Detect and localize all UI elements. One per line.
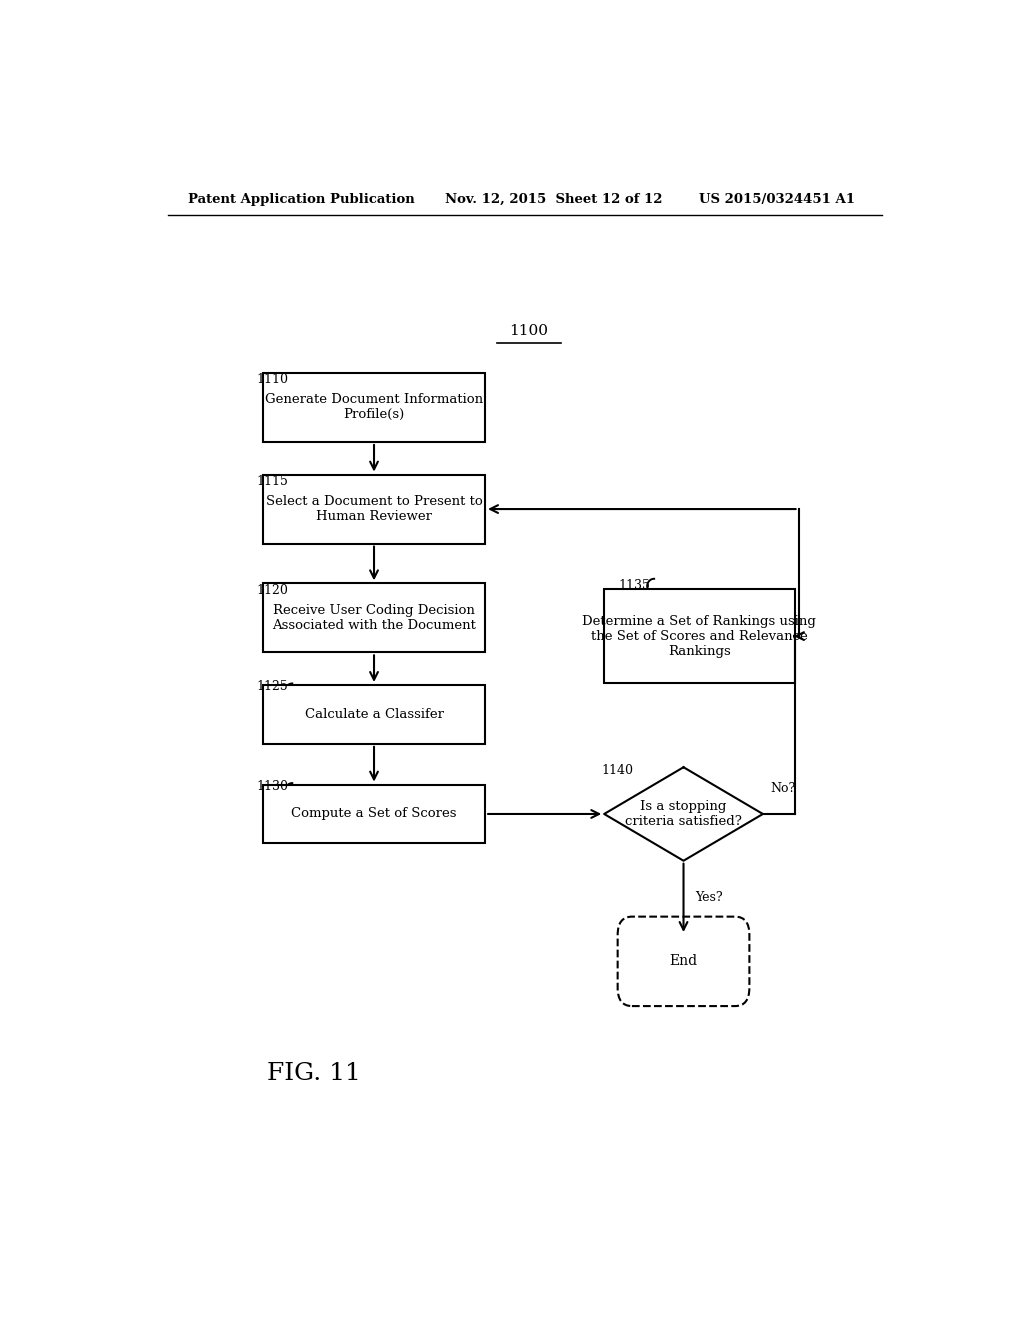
- Text: Compute a Set of Scores: Compute a Set of Scores: [291, 808, 457, 821]
- FancyBboxPatch shape: [604, 589, 795, 682]
- FancyBboxPatch shape: [263, 474, 485, 544]
- Text: US 2015/0324451 A1: US 2015/0324451 A1: [699, 193, 855, 206]
- Text: Nov. 12, 2015  Sheet 12 of 12: Nov. 12, 2015 Sheet 12 of 12: [445, 193, 663, 206]
- FancyBboxPatch shape: [263, 784, 485, 843]
- Text: Calculate a Classifer: Calculate a Classifer: [304, 708, 443, 721]
- Text: 1115: 1115: [257, 475, 289, 488]
- Text: 1130: 1130: [257, 780, 289, 793]
- Text: 1120: 1120: [257, 583, 289, 597]
- Text: Determine a Set of Rankings using
the Set of Scores and Relevance
Rankings: Determine a Set of Rankings using the Se…: [583, 615, 816, 657]
- FancyBboxPatch shape: [263, 372, 485, 442]
- FancyBboxPatch shape: [617, 916, 750, 1006]
- Text: Generate Document Information
Profile(s): Generate Document Information Profile(s): [265, 393, 483, 421]
- Text: No?: No?: [771, 781, 796, 795]
- Text: Yes?: Yes?: [695, 891, 723, 904]
- Text: Receive User Coding Decision
Associated with the Document: Receive User Coding Decision Associated …: [272, 603, 476, 632]
- Text: 1125: 1125: [257, 680, 289, 693]
- Polygon shape: [604, 767, 763, 861]
- Text: End: End: [670, 954, 697, 969]
- Text: Is a stopping
criteria satisfied?: Is a stopping criteria satisfied?: [625, 800, 742, 828]
- Text: Patent Application Publication: Patent Application Publication: [187, 193, 415, 206]
- Text: 1110: 1110: [257, 374, 289, 387]
- Text: 1135: 1135: [618, 578, 650, 591]
- Text: 1140: 1140: [602, 764, 634, 776]
- Text: FIG. 11: FIG. 11: [267, 1061, 360, 1085]
- Text: 1100: 1100: [509, 325, 548, 338]
- Text: Select a Document to Present to
Human Reviewer: Select a Document to Present to Human Re…: [265, 495, 482, 523]
- FancyBboxPatch shape: [263, 583, 485, 652]
- FancyBboxPatch shape: [263, 685, 485, 744]
